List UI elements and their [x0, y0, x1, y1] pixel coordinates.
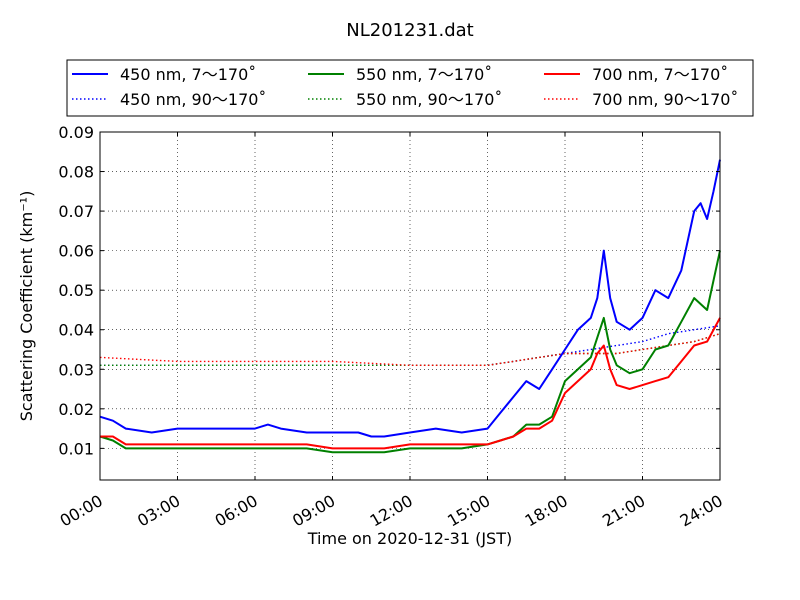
legend-label: 550 nm, 90～170˚ [356, 90, 502, 109]
y-tick-label: 0.05 [58, 281, 94, 300]
x-tick-label: 24:00 [677, 491, 726, 531]
x-tick-label: 18:00 [522, 491, 571, 531]
x-tick-label: 06:00 [212, 491, 261, 531]
legend: 450 nm, 7～170˚ 450 nm, 90～170˚ 550 nm, 7～1… [66, 59, 754, 117]
x-tick-label: 15:00 [444, 491, 493, 531]
legend-label: 700 nm, 7～170˚ [592, 65, 728, 84]
x-tick-label: 09:00 [289, 491, 338, 531]
y-axis-label: Scattering Coefficient (km⁻¹) [17, 191, 36, 422]
legend-label: 700 nm, 90～170˚ [592, 90, 738, 109]
chart-title: NL201231.dat [346, 20, 473, 41]
y-tick-label: 0.08 [58, 163, 94, 182]
y-tick-label: 0.01 [58, 439, 94, 458]
series-line [100, 325, 721, 366]
x-tick-label: 03:00 [134, 491, 183, 531]
y-tick-label: 0.07 [58, 202, 94, 221]
y-tick-label: 0.03 [58, 360, 94, 379]
series-line [99, 333, 721, 366]
series-line [100, 317, 721, 450]
y-tick-label: 0.02 [58, 400, 94, 419]
y-tick-label: 0.04 [58, 321, 94, 340]
y-tick-label: 0.09 [58, 123, 94, 142]
series-line [99, 159, 721, 438]
legend-label: 450 nm, 7～170˚ [120, 65, 256, 84]
legend-box [66, 59, 754, 117]
x-axis-label: Time on 2020-12-31 (JST) [307, 529, 512, 548]
legend-label: 550 nm, 7～170˚ [356, 65, 492, 84]
x-tick-label: 21:00 [599, 491, 648, 531]
y-tick-label: 0.06 [58, 242, 94, 261]
legend-label: 450 nm, 90～170˚ [120, 90, 266, 109]
x-tick-label: 12:00 [367, 491, 416, 531]
x-tick-label: 00:00 [57, 491, 106, 531]
series-layer [99, 159, 721, 454]
